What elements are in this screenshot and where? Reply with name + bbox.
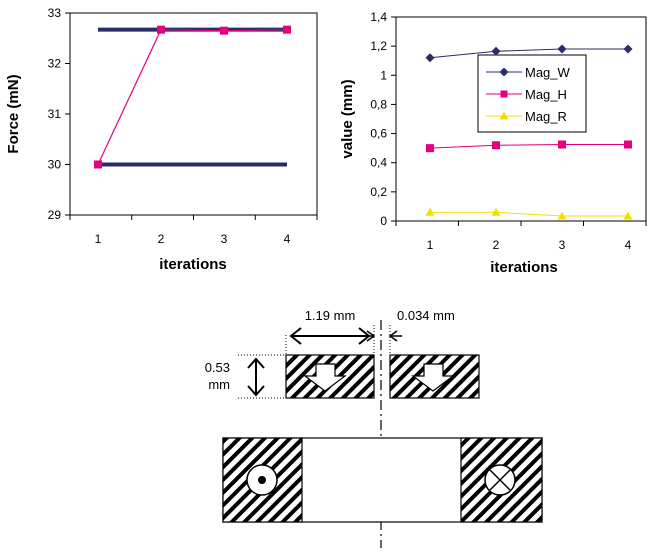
data-point [426,144,434,153]
current-cross [489,469,511,491]
legend-marker [500,90,508,98]
x-tick-label: 1 [427,238,434,252]
force-chart: Force (mN) iterations 29 30 31 32 33 1 2 3 4 [5,6,318,273]
data-point [623,44,633,54]
x-tick-label: 2 [493,238,500,252]
data-point [491,207,501,216]
x-tick-label: 1 [95,232,102,246]
series-line-mag-w [429,48,628,59]
data-point [283,25,291,34]
y-tick-label: 0,2 [370,185,387,199]
legend-marker [499,67,509,77]
x-axis-title: iterations [159,256,227,273]
y-tick-label: 1,2 [370,39,387,53]
data-point [557,211,567,220]
data-point [558,140,566,149]
x-tick-label: 3 [221,232,228,246]
y-tick-label: 0 [380,214,387,228]
gap-dimension [362,330,402,342]
height-label-line1: 0.53 [205,360,230,375]
y-tick-label: 33 [48,6,62,20]
legend-label: Mag_W [525,65,571,80]
y-tick-label: 0,6 [370,127,387,141]
width-dimension [289,327,371,345]
data-point [425,53,435,63]
magnet-cross-section-diagram: 1.19 mm 0.034 mm 0.53 mm [205,308,543,548]
x-axis-title: iterations [490,259,558,276]
y-axis-title: Force (mN) [5,74,22,153]
data-point [492,141,500,150]
data-point [623,211,633,220]
x-tick-label: 4 [284,232,291,246]
data-point [624,140,632,149]
magnetization-arrow-left [303,363,347,392]
width-label: 1.19 mm [305,308,356,323]
x-tick-label: 2 [158,232,165,246]
y-tick-label: 0,8 [370,97,387,111]
y-axis-title: value (mm) [339,79,356,158]
height-label-line2: mm [208,377,230,392]
y-tick-label: 30 [48,158,62,172]
data-point [425,207,435,216]
height-dimension [247,357,265,397]
data-point [94,160,102,169]
gap-label: 0.034 mm [397,308,455,323]
y-tick-label: 31 [48,107,62,121]
data-point [220,26,228,35]
series-line-mag-r [430,211,628,217]
series-line-2 [97,29,288,165]
y-tick-label: 0,4 [370,156,387,170]
legend: Mag_W Mag_H Mag_R [477,54,587,133]
plot-frame [69,12,318,216]
series-line-mag-h [429,144,628,149]
legend-label: Mag_R [525,109,567,124]
data-point [557,44,567,54]
data-point [491,46,501,56]
data-point [157,25,165,34]
y-tick-label: 32 [48,57,62,71]
y-tick-label: 1,4 [370,10,387,24]
legend-label: Mag_H [525,87,567,102]
magnetization-arrow-right [411,363,455,392]
x-tick-label: 4 [625,238,632,252]
current-dot [258,476,266,484]
x-tick-label: 3 [559,238,566,252]
magnet-dimensions-chart: value (mm) iterations Mag_W Mag_H Mag_R 0 0… [339,10,647,276]
y-tick-label: 29 [48,208,62,222]
legend-marker [499,111,509,120]
y-tick-label: 1 [380,68,387,82]
